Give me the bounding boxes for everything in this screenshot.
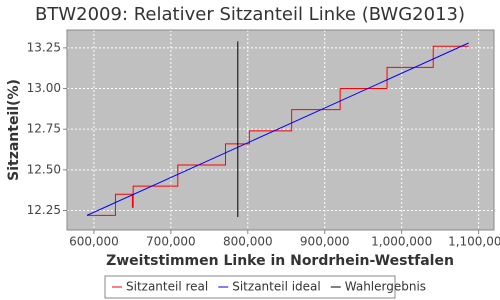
legend-items: Sitzanteil real Sitzanteil ideal Wahlergeb… — [112, 280, 426, 294]
x-tick-label: 700,000 — [146, 235, 196, 249]
x-axis-label: Zweitstimmen Linke in Nordrhein-Westfale… — [106, 253, 454, 269]
chart-title: BTW2009: Relativer Sitzanteil Linke (BWG… — [35, 4, 465, 25]
series-line — [86, 42, 469, 216]
legend-label: Sitzanteil real — [126, 280, 208, 294]
x-tick-label: 1,000,000 — [371, 235, 432, 249]
y-tick-label: 12.50 — [27, 162, 61, 176]
x-tick-label: 800,000 — [223, 235, 273, 249]
y-axis-label: Sitzanteil(%) — [6, 79, 22, 181]
legend-label: Sitzanteil ideal — [232, 280, 321, 294]
y-tick-label: 13.00 — [27, 81, 61, 95]
legend-label: Wahlergebnis — [345, 280, 426, 294]
x-tick-label: 900,000 — [300, 235, 350, 249]
x-tick-label: 1,100,000 — [448, 235, 500, 249]
grid — [63, 30, 494, 234]
y-tick-label: 13.25 — [27, 40, 61, 54]
y-tick-label: 12.75 — [27, 122, 61, 136]
legend — [104, 275, 396, 299]
y-tick-label: 12.25 — [27, 203, 61, 217]
x-tick-label: 600,000 — [69, 235, 119, 249]
marks — [86, 41, 469, 217]
plot-frame — [66, 29, 495, 231]
